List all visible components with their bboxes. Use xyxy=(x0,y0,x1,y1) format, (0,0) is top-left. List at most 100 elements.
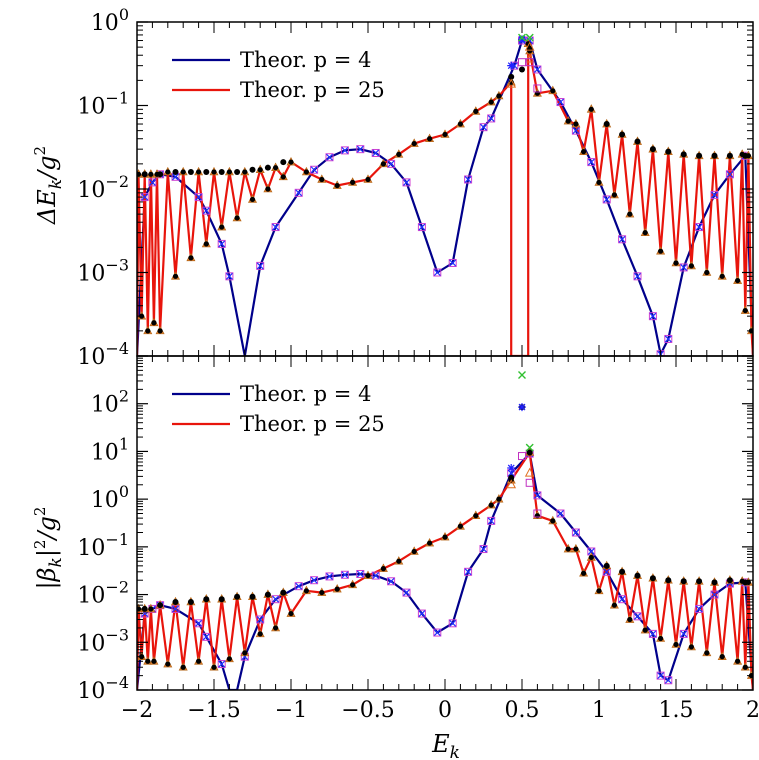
marker-cross xyxy=(326,153,333,161)
marker-square xyxy=(464,175,473,184)
marker-dot xyxy=(380,566,386,572)
marker-square xyxy=(587,158,596,167)
marker-dot xyxy=(696,578,703,585)
marker-cross xyxy=(403,178,410,186)
marker-dot xyxy=(526,449,533,456)
marker-cross xyxy=(557,98,564,106)
x-tick-label: 0 xyxy=(438,698,452,723)
marker-cross xyxy=(680,630,688,638)
marker-cross xyxy=(618,595,626,603)
marker-dot xyxy=(264,164,271,171)
marker-cross xyxy=(487,517,495,525)
marker-dot xyxy=(726,152,733,159)
marker-cross xyxy=(202,207,210,215)
marker-cross xyxy=(218,240,226,248)
marker-cross xyxy=(295,582,303,590)
marker-dot xyxy=(581,570,587,576)
marker-cross xyxy=(449,259,457,267)
marker-square xyxy=(710,590,719,599)
marker-cross xyxy=(202,633,210,641)
marker-square xyxy=(602,195,611,204)
y-tick-label: 10−4 xyxy=(77,339,129,370)
marker-square xyxy=(310,576,319,585)
marker-dot xyxy=(157,602,164,609)
marker-dot xyxy=(581,149,587,155)
marker-dot xyxy=(619,131,626,138)
marker-triangle xyxy=(524,467,535,477)
marker-dot xyxy=(211,664,217,670)
marker-square xyxy=(464,567,473,576)
marker-dot xyxy=(442,131,448,138)
marker-cross xyxy=(618,235,626,243)
marker-square xyxy=(679,629,688,638)
marker-cross xyxy=(433,629,441,636)
marker-dot xyxy=(172,168,179,175)
marker-cross xyxy=(695,605,703,613)
marker-star xyxy=(518,403,526,412)
marker-square xyxy=(618,595,627,604)
marker-square xyxy=(202,206,211,215)
marker-dot xyxy=(565,546,571,552)
marker-dot xyxy=(273,625,279,631)
marker-cross xyxy=(533,66,541,73)
marker-square xyxy=(148,178,157,187)
x-tick-label: 1.5 xyxy=(659,698,694,723)
marker-dot xyxy=(218,596,225,603)
marker-square xyxy=(725,170,734,179)
marker-cross xyxy=(649,312,657,320)
series-line-p25 xyxy=(137,42,753,356)
marker-dot xyxy=(627,616,633,623)
marker-dot xyxy=(157,328,163,334)
marker-cross xyxy=(487,115,495,122)
marker-dot xyxy=(488,99,494,105)
x-tick-label: 0.5 xyxy=(505,698,540,723)
marker-square xyxy=(648,629,657,638)
marker-square xyxy=(294,188,303,197)
marker-dot xyxy=(265,186,271,192)
marker-dot xyxy=(203,241,209,247)
marker-dot xyxy=(288,610,294,617)
marker-dot xyxy=(264,591,271,598)
bottom-ylabel: |βk|2/g2 xyxy=(31,507,66,590)
marker-dot xyxy=(680,151,687,158)
marker-dot xyxy=(658,248,664,254)
marker-square xyxy=(656,671,665,680)
marker-dot xyxy=(319,589,325,596)
marker-dot xyxy=(187,598,194,605)
marker-dot xyxy=(742,664,748,670)
marker-dot xyxy=(665,577,672,584)
marker-dot xyxy=(226,169,232,175)
marker-square xyxy=(417,609,426,618)
y-tick-label: 101 xyxy=(91,434,129,465)
legend: Theor. p = 4 Theor. p = 25 xyxy=(172,48,385,102)
marker-dot xyxy=(519,66,525,73)
marker-dot xyxy=(627,211,633,217)
marker-dot xyxy=(696,152,703,159)
marker-dot xyxy=(234,215,240,221)
marker-cross xyxy=(695,223,703,231)
marker-dot xyxy=(411,140,417,147)
marker-dot xyxy=(565,118,571,124)
marker-dot xyxy=(365,572,371,579)
marker-dot xyxy=(242,650,248,656)
y-tick-label: 100 xyxy=(91,5,129,36)
marker-dot xyxy=(172,598,179,605)
marker-square xyxy=(387,577,396,586)
marker-cross xyxy=(341,146,349,154)
marker-square xyxy=(325,572,334,581)
marker-dot xyxy=(188,255,194,261)
marker-dot xyxy=(380,161,386,167)
legend-label: Theor. p = 4 xyxy=(240,382,371,406)
y-tick-label: 10−1 xyxy=(77,530,129,561)
marker-dot xyxy=(488,502,494,508)
marker-cross xyxy=(603,196,611,203)
marker-cross xyxy=(507,469,515,477)
marker-square xyxy=(225,272,234,281)
marker-dot xyxy=(457,523,463,529)
marker-dot xyxy=(611,602,618,608)
marker-dot xyxy=(141,171,148,178)
marker-cross xyxy=(341,571,349,579)
marker-square xyxy=(518,452,526,461)
marker-dot xyxy=(619,568,626,575)
marker-dot xyxy=(165,661,171,667)
